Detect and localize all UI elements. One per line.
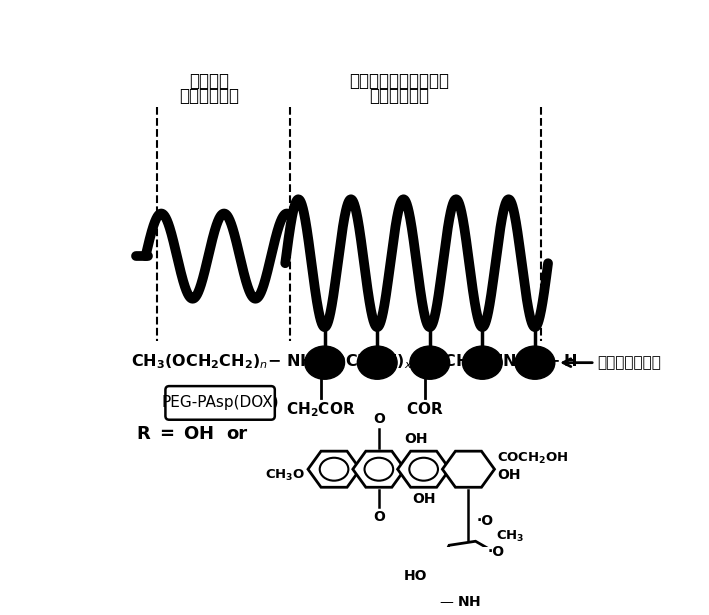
Text: OH: OH: [497, 469, 520, 482]
Text: $\mathbf{R\ =\ OH}$: $\mathbf{R\ =\ OH}$: [136, 425, 214, 443]
Text: $\mathbf{COCH_2OH}$: $\mathbf{COCH_2OH}$: [497, 451, 569, 466]
Polygon shape: [398, 451, 450, 487]
Text: OH: OH: [412, 493, 435, 506]
Text: （疏水链段）: （疏水链段）: [369, 87, 429, 105]
Text: or: or: [226, 425, 247, 443]
Text: 聚乙二醇: 聚乙二醇: [189, 73, 230, 90]
Polygon shape: [308, 451, 360, 487]
Text: $\mathbf{—\ NH}$: $\mathbf{—\ NH}$: [440, 595, 481, 609]
Text: O: O: [373, 510, 385, 524]
Polygon shape: [442, 451, 494, 487]
Text: HO: HO: [404, 569, 428, 583]
Ellipse shape: [305, 346, 345, 379]
Ellipse shape: [515, 346, 555, 379]
Ellipse shape: [462, 346, 502, 379]
Polygon shape: [353, 451, 405, 487]
Text: ·O: ·O: [488, 545, 505, 558]
Polygon shape: [442, 541, 495, 571]
Text: 药物（阿霉素）: 药物（阿霉素）: [598, 355, 661, 370]
Text: PEG-PAsp(DOX): PEG-PAsp(DOX): [162, 395, 279, 410]
Text: OH: OH: [404, 432, 428, 446]
Text: $\mathbf{CH_3}$: $\mathbf{CH_3}$: [496, 529, 525, 544]
Text: $\mathbf{COR}$: $\mathbf{COR}$: [406, 400, 444, 416]
Text: ·O: ·O: [476, 514, 493, 528]
Text: 接有药物的聚天冬氨酸: 接有药物的聚天冬氨酸: [349, 73, 449, 90]
Ellipse shape: [410, 346, 450, 379]
Text: $\mathbf{CH_3(OCH_2CH_2)_{\mathit{n}}}$$\mathbf{-\ NH(COCHNH)_{\mathit{x}}(COCH_: $\mathbf{CH_3(OCH_2CH_2)_{\mathit{n}}}$$…: [131, 352, 578, 373]
Text: O: O: [373, 411, 385, 426]
Ellipse shape: [357, 346, 397, 379]
Text: $\mathbf{CH_3O}$: $\mathbf{CH_3O}$: [265, 468, 306, 483]
Text: $\mathbf{CH_2COR}$: $\mathbf{CH_2COR}$: [286, 400, 355, 419]
FancyBboxPatch shape: [165, 386, 275, 419]
Text: （亲水链段）: （亲水链段）: [179, 87, 240, 105]
